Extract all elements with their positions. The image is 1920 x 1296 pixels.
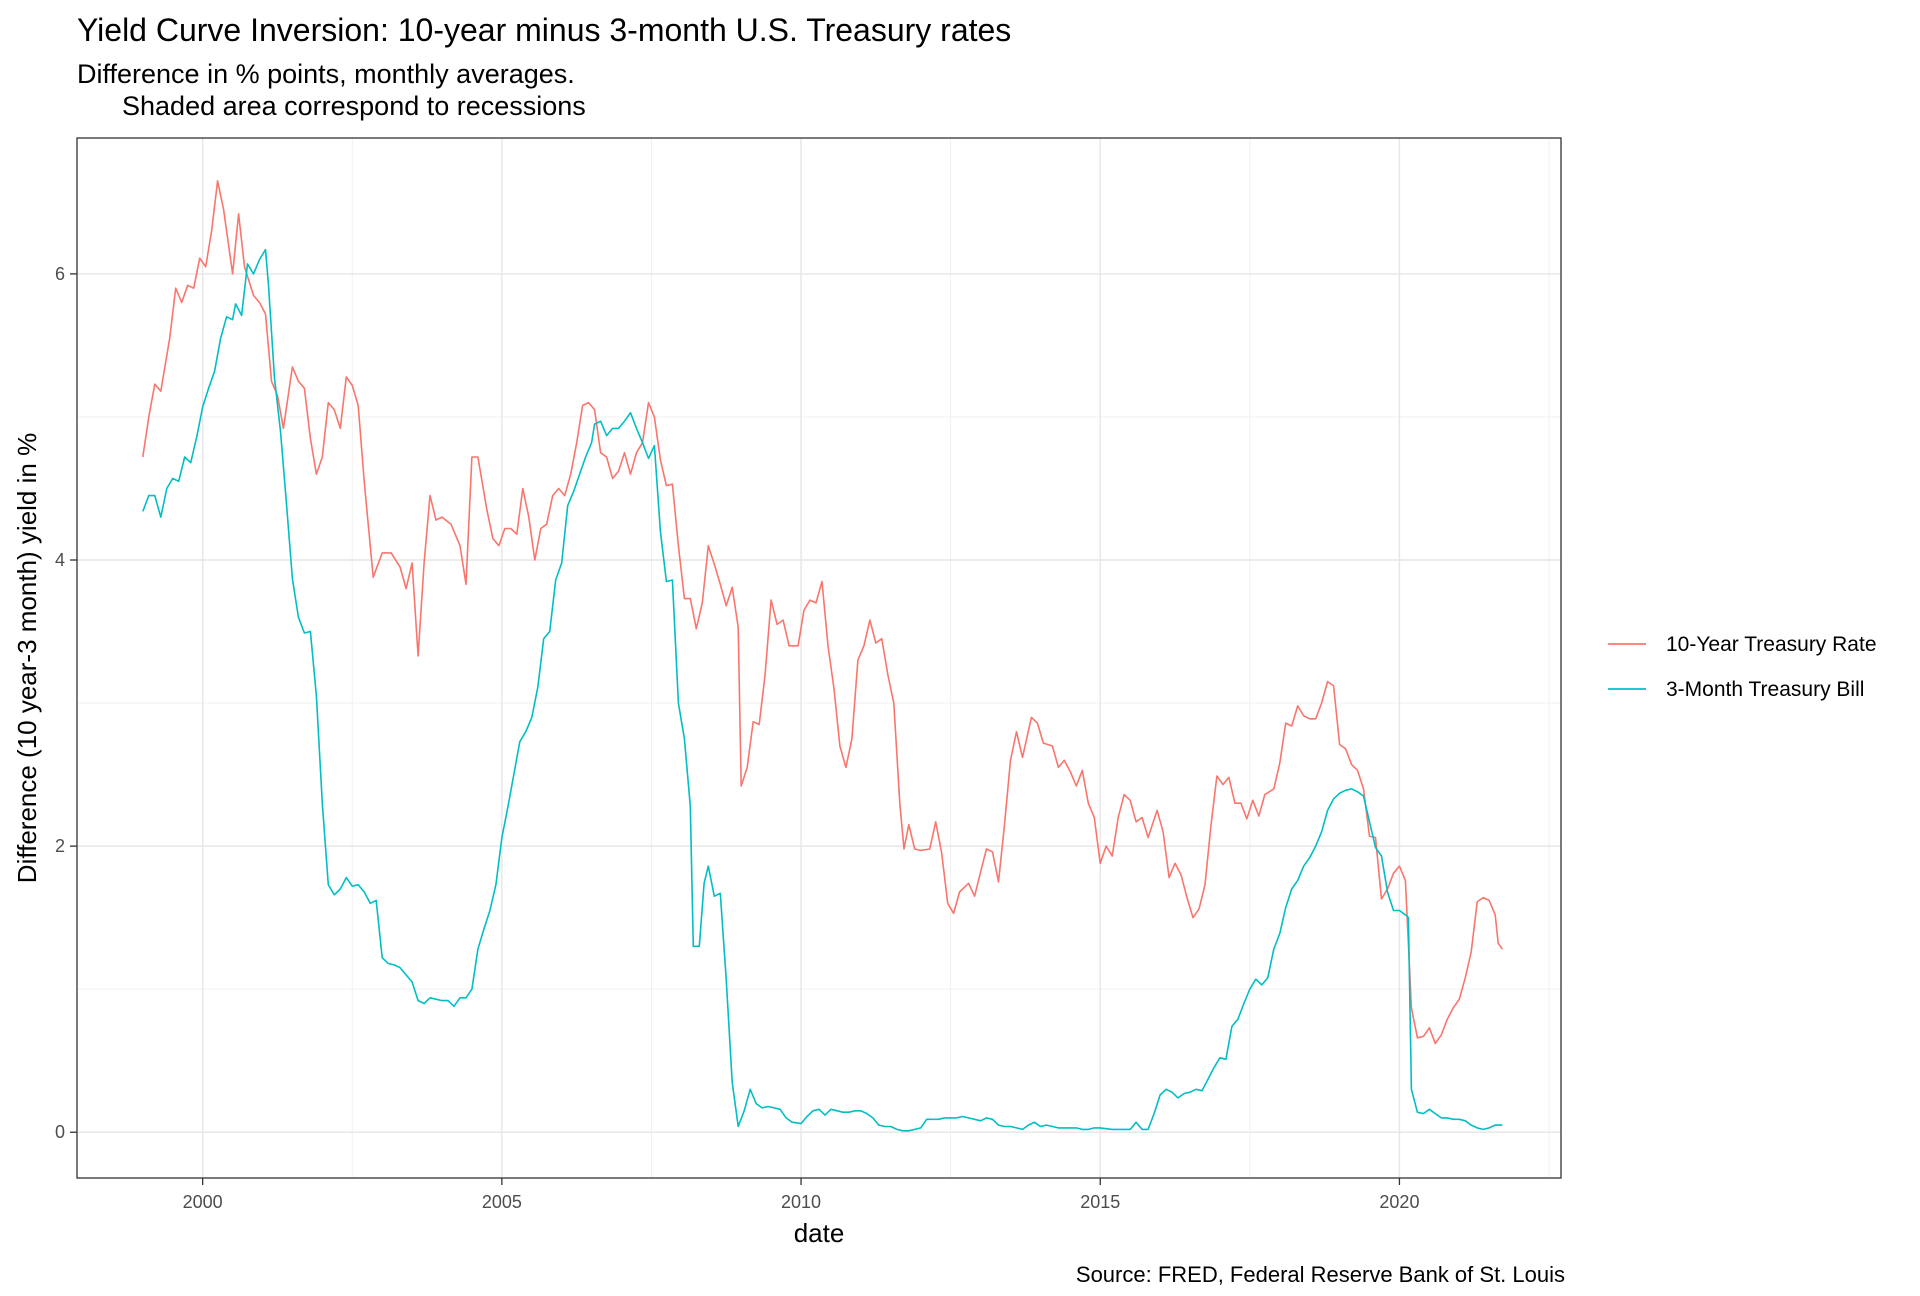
x-tick-label: 2020	[1379, 1192, 1419, 1212]
legend-label-1: 10-Year Treasury Rate	[1666, 633, 1877, 656]
grid-minor	[77, 138, 1561, 1178]
y-tick-label: 2	[55, 836, 65, 856]
legend: 10-Year Treasury Rate 3-Month Treasury Bi…	[1608, 633, 1877, 701]
x-axis-title: date	[794, 1218, 845, 1248]
x-axis: 2000 2005 2010 2015 2020	[183, 1178, 1419, 1212]
chart-title: Yield Curve Inversion: 10-year minus 3-m…	[77, 12, 1012, 48]
chart-subtitle: Difference in % points, monthly averages…	[77, 59, 586, 121]
y-axis-title: Difference (10 year-3 month) yield in %	[12, 433, 42, 883]
y-tick-label: 4	[55, 550, 65, 570]
series-line-1	[142, 180, 1504, 1045]
x-tick-label: 2015	[1080, 1192, 1120, 1212]
y-axis: 0 2 4 6	[55, 264, 77, 1142]
legend-label-2: 3-Month Treasury Bill	[1666, 678, 1864, 701]
x-tick-label: 2005	[482, 1192, 522, 1212]
x-tick-label: 2010	[781, 1192, 821, 1212]
grid-major	[77, 138, 1561, 1178]
plot-border	[76, 137, 1562, 1179]
source-caption: Source: FRED, Federal Reserve Bank of St…	[1075, 1262, 1565, 1287]
x-tick-label: 2000	[183, 1192, 223, 1212]
plot-panel	[77, 138, 1561, 1178]
series-layer	[142, 180, 1504, 1132]
series-line-2	[142, 248, 1503, 1132]
y-tick-label: 0	[55, 1122, 65, 1142]
y-tick-label: 6	[55, 264, 65, 284]
